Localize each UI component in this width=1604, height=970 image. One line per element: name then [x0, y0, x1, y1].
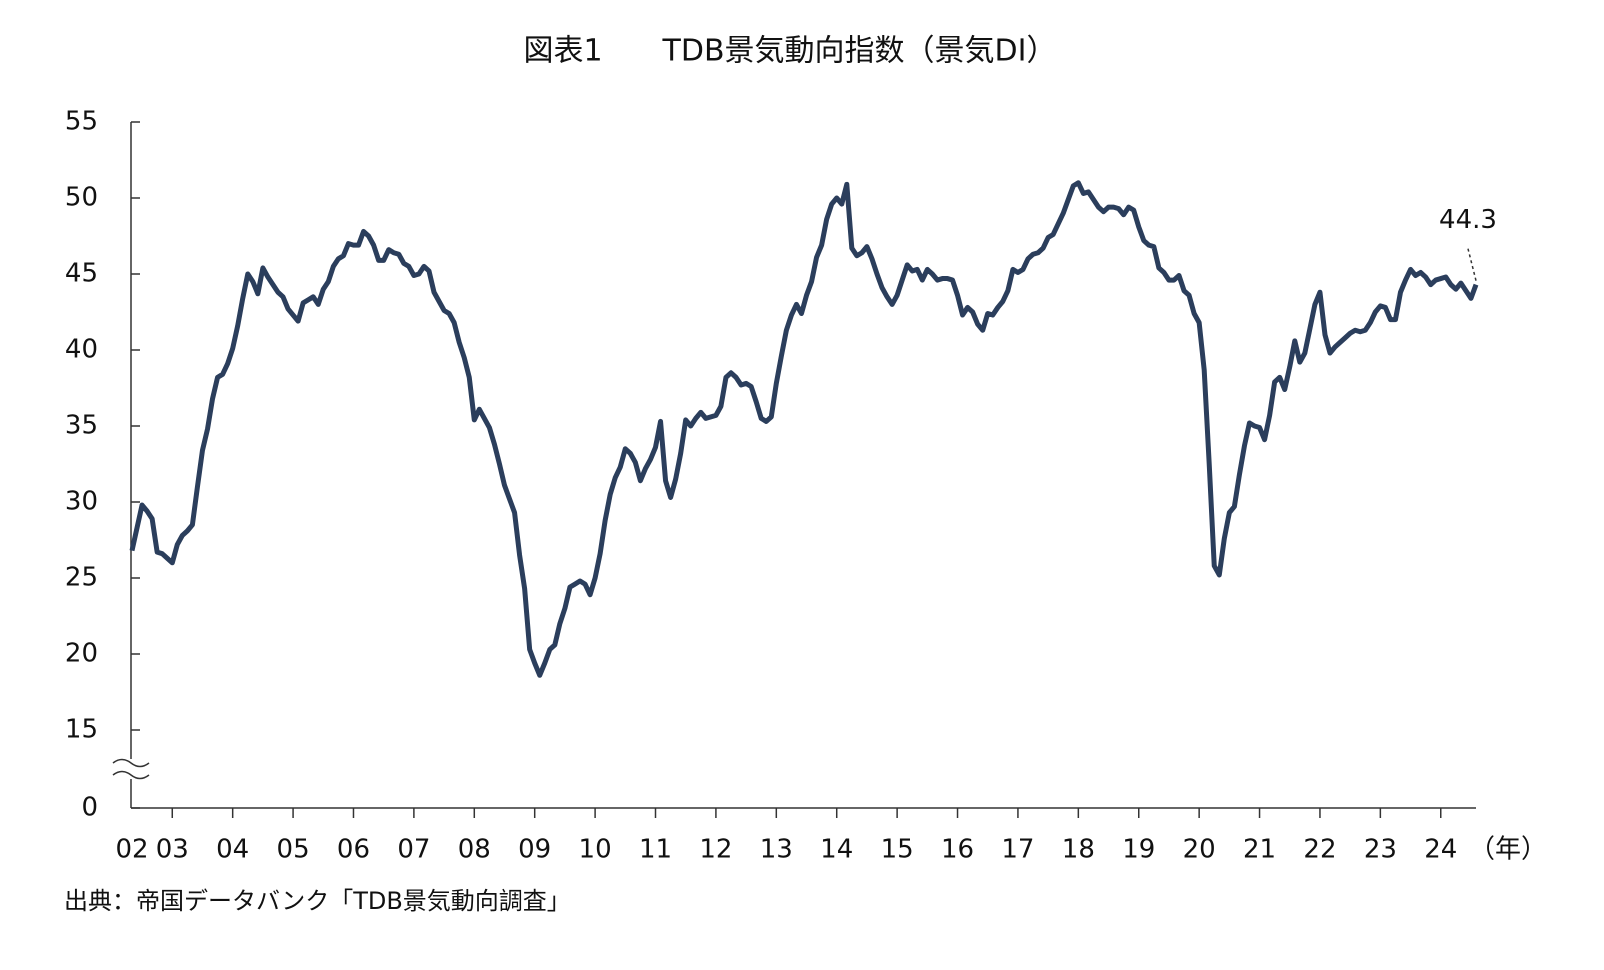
- y-tick-label: 50: [65, 183, 98, 213]
- data-line: [129, 180, 1479, 678]
- y-tick-label: 55: [65, 107, 98, 137]
- source-note: 出典：帝国データバンク「TDB景気動向調査」: [64, 887, 571, 915]
- y-tick-label: 0: [81, 793, 98, 823]
- y-tick-label: 20: [65, 639, 98, 669]
- x-tick-label: 19: [1122, 835, 1155, 865]
- x-tick-label: 14: [820, 835, 853, 865]
- x-tick-label: 23: [1364, 835, 1397, 865]
- x-tick-label: 18: [1062, 835, 1095, 865]
- x-tick-label: 17: [1001, 835, 1034, 865]
- x-tick-label: 12: [699, 835, 732, 865]
- y-tick-label: 40: [65, 335, 98, 365]
- axis-break-gap: [127, 759, 135, 779]
- x-tick-label: 04: [216, 835, 249, 865]
- x-tick-label: 06: [337, 835, 370, 865]
- x-tick-label: 10: [579, 835, 612, 865]
- x-tick-label: 20: [1183, 835, 1216, 865]
- y-tick-label: 30: [65, 487, 98, 517]
- x-tick-label: 07: [397, 835, 430, 865]
- y-tick-label: 45: [65, 259, 98, 289]
- x-tick-label: 21: [1243, 835, 1276, 865]
- chart-title: 図表1 TDB景気動向指数（景気DI）: [523, 34, 1056, 69]
- x-tick-label: 22: [1303, 835, 1336, 865]
- x-tick-label: 02: [115, 835, 148, 865]
- label-leader: [1467, 248, 1477, 281]
- x-tick-label: 03: [156, 835, 189, 865]
- x-tick-label: 24: [1424, 835, 1457, 865]
- x-tick-label: 09: [518, 835, 551, 865]
- x-tick-label: 16: [941, 835, 974, 865]
- x-axis-unit: （年）: [1469, 835, 1547, 865]
- x-tick-label: 13: [760, 835, 793, 865]
- y-tick-label: 35: [65, 411, 98, 441]
- axis-break: [112, 770, 150, 780]
- y-tick-label: 25: [65, 563, 98, 593]
- x-tick-label: 15: [881, 835, 914, 865]
- x-tick-label: 08: [458, 835, 491, 865]
- x-tick-label: 11: [639, 835, 672, 865]
- data-label: 44.3: [1439, 205, 1497, 235]
- x-tick-label: 05: [277, 835, 310, 865]
- axis-break: [112, 758, 150, 768]
- y-tick-label: 15: [65, 715, 98, 745]
